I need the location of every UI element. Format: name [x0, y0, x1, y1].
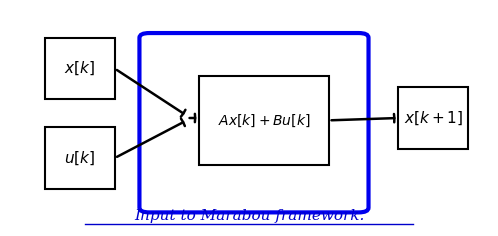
Text: $x[k+1]$: $x[k+1]$	[403, 109, 463, 127]
FancyBboxPatch shape	[45, 38, 115, 99]
FancyBboxPatch shape	[139, 33, 369, 212]
Text: $Ax[k] + Bu[k]$: $Ax[k] + Bu[k]$	[218, 112, 310, 128]
Text: $u[k]$: $u[k]$	[64, 149, 95, 167]
Text: Input to Marabou framework.: Input to Marabou framework.	[134, 209, 364, 223]
FancyBboxPatch shape	[199, 76, 329, 165]
Text: $x[k]$: $x[k]$	[64, 60, 95, 77]
FancyBboxPatch shape	[398, 87, 468, 149]
FancyBboxPatch shape	[45, 127, 115, 189]
